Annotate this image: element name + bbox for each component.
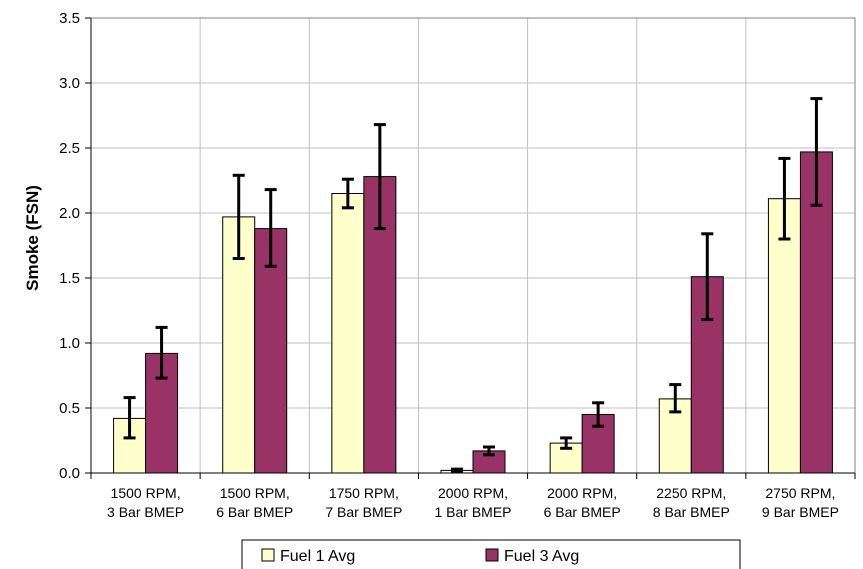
- x-category-label: 2000 RPM, 6 Bar BMEP: [544, 485, 621, 520]
- y-axis-label: Smoke (FSN): [23, 185, 42, 291]
- legend-entry-label: Fuel 1 Avg: [280, 548, 355, 565]
- x-category-label: 2750 RPM, 9 Bar BMEP: [762, 485, 839, 520]
- bar-fuel-1-avg: [331, 193, 365, 474]
- y-tick-label: 1.5: [59, 270, 80, 287]
- error-bar: [778, 156, 791, 241]
- error-bar: [264, 188, 277, 268]
- y-tick-label: 3.0: [59, 75, 80, 92]
- legend-swatch: [485, 548, 499, 562]
- legend-entry-label: Fuel 3 Avg: [504, 548, 579, 565]
- error-bar: [560, 436, 573, 450]
- error-bar: [451, 467, 463, 474]
- y-tick-label: 2.0: [59, 205, 80, 222]
- y-tick-label: 3.5: [59, 10, 80, 27]
- y-tick-label: 0.0: [59, 465, 80, 482]
- error-bar: [810, 97, 823, 207]
- error-bar: [592, 401, 605, 428]
- x-category-label: 2000 RPM, 1 Bar BMEP: [434, 485, 511, 520]
- error-bar: [483, 445, 495, 457]
- x-category-label: 1500 RPM, 6 Bar BMEP: [216, 485, 293, 520]
- y-tick-label: 1.0: [59, 335, 80, 352]
- x-category-label: 2250 RPM, 8 Bar BMEP: [653, 485, 730, 520]
- bar-fuel-3-avg: [145, 352, 179, 474]
- bars: [113, 151, 833, 474]
- error-bar: [232, 173, 245, 260]
- x-category-label: 1500 RPM, 3 Bar BMEP: [107, 485, 184, 520]
- error-bar: [373, 123, 386, 231]
- legend-swatch: [261, 548, 275, 562]
- error-bar: [701, 232, 714, 322]
- error-bar: [155, 325, 168, 380]
- error-bar: [669, 383, 682, 414]
- error-bars: [123, 97, 823, 474]
- error-bar: [341, 177, 354, 210]
- legend: Fuel 1 Avg Fuel 3 Avg: [241, 539, 741, 569]
- axes: 0.0 0.5 1.0 1.5 2.0 2.5 3.0 3.5 1500 RPM, 3 Bar B…: [59, 10, 856, 520]
- gridlines: [91, 17, 856, 473]
- plot-area-border: [90, 17, 856, 474]
- y-tick-label: 2.5: [59, 140, 80, 157]
- y-tick-label: 0.5: [59, 400, 80, 417]
- error-bar: [123, 396, 136, 440]
- x-category-label: 1750 RPM, 7 Bar BMEP: [325, 485, 402, 520]
